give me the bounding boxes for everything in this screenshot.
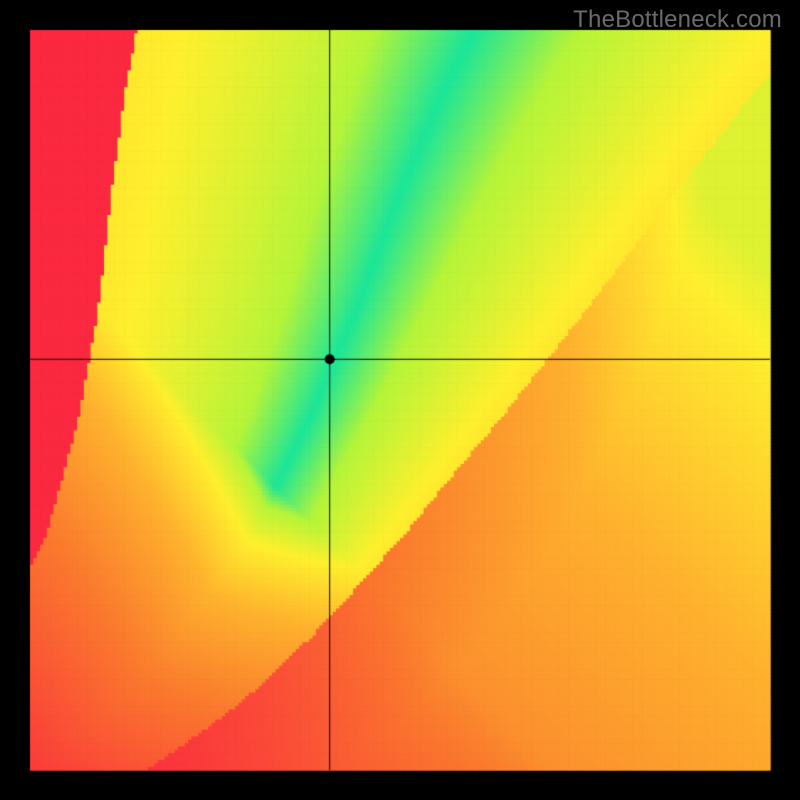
chart-container: TheBottleneck.com — [0, 0, 800, 800]
watermark-text: TheBottleneck.com — [573, 6, 782, 34]
heatmap-canvas — [0, 0, 800, 800]
